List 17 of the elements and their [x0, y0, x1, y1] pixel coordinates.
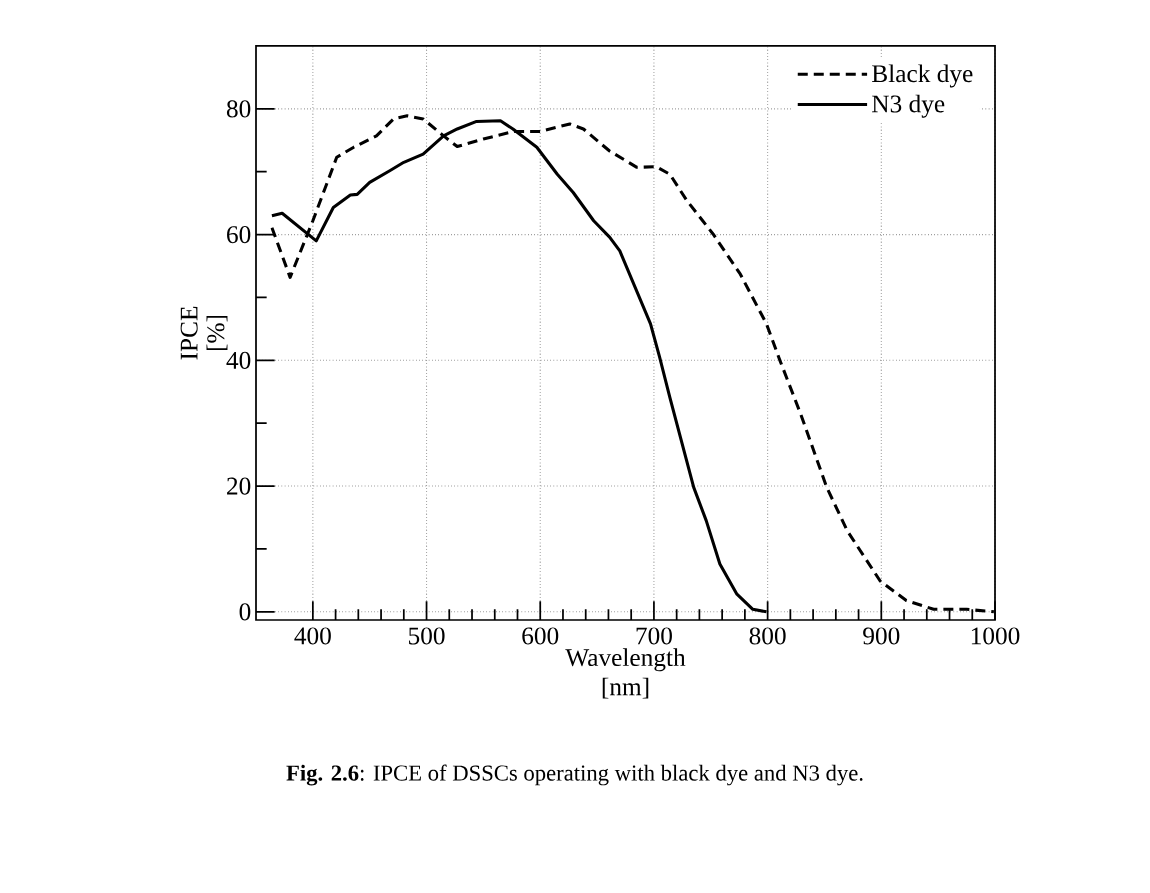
x-tick-label: 700 — [636, 627, 672, 645]
x-tick-label: 400 — [294, 627, 331, 645]
legend-label: N3 dye — [872, 94, 945, 118]
y-tick-label: 40 — [226, 351, 251, 369]
x-tick-label: 500 — [409, 627, 445, 645]
y-axis-title: IPCE [%] — [180, 306, 228, 360]
legend-label: Black dye — [872, 64, 973, 88]
x-tick-label: 900 — [863, 627, 900, 645]
y-tick-label: 80 — [226, 100, 251, 118]
x-tick-label: 800 — [749, 627, 786, 645]
y-tick-label: 60 — [227, 226, 251, 244]
x-tick-label: 1000 — [971, 627, 1020, 645]
y-tick-label: 20 — [227, 477, 251, 495]
text: Fig. 2.6: IPCE of DSSCs operating with black dye and N3 dye. — [286, 764, 863, 786]
x-axis-title: Wavelength [nm] — [565, 648, 686, 699]
y-tick-label: 0 — [239, 603, 251, 621]
x-tick-label: 600 — [522, 627, 559, 645]
